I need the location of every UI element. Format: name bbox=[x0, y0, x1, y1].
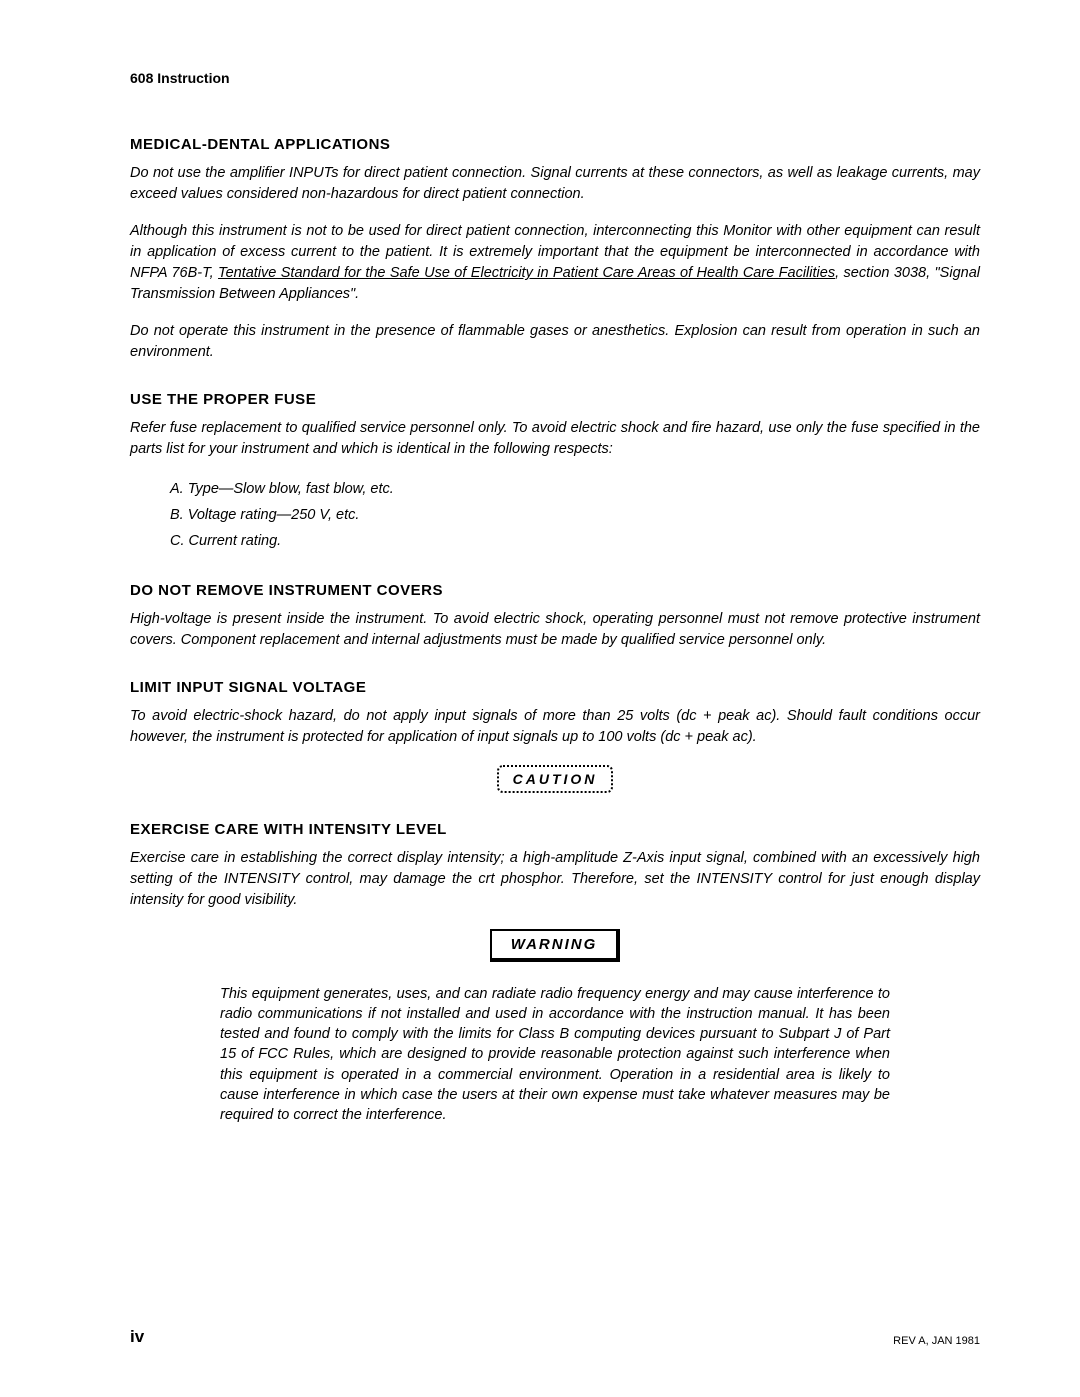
warning-text: This equipment generates, uses, and can … bbox=[220, 984, 890, 1126]
warning-box: WARNING bbox=[490, 929, 620, 962]
doc-header: 608 Instruction bbox=[130, 70, 980, 86]
medical-p1: Do not use the amplifier INPUTs for dire… bbox=[130, 163, 980, 205]
warning-label: WARNING bbox=[490, 929, 620, 962]
caution-box: CAUTION bbox=[485, 765, 625, 793]
page-footer: iv REV A, JAN 1981 bbox=[130, 1327, 980, 1347]
medical-p3: Do not operate this instrument in the pr… bbox=[130, 321, 980, 363]
medical-p2-underline: Tentative Standard for the Safe Use of E… bbox=[218, 265, 835, 281]
medical-p2: Although this instrument is not to be us… bbox=[130, 221, 980, 305]
intensity-p1: Exercise care in establishing the correc… bbox=[130, 848, 980, 911]
revision-info: REV A, JAN 1981 bbox=[893, 1335, 980, 1347]
fuse-item-c: C. Current rating. bbox=[170, 528, 980, 554]
limit-p1: To avoid electric-shock hazard, do not a… bbox=[130, 706, 980, 748]
page-number: iv bbox=[130, 1327, 144, 1347]
heading-limit: LIMIT INPUT SIGNAL VOLTAGE bbox=[130, 679, 980, 696]
fuse-item-a: A. Type—Slow blow, fast blow, etc. bbox=[170, 476, 980, 502]
caution-label: CAUTION bbox=[497, 765, 614, 793]
heading-fuse: USE THE PROPER FUSE bbox=[130, 391, 980, 408]
document-page: 608 Instruction MEDICAL-DENTAL APPLICATI… bbox=[0, 0, 1080, 1397]
fuse-item-b: B. Voltage rating—250 V, etc. bbox=[170, 502, 980, 528]
fuse-p1: Refer fuse replacement to qualified serv… bbox=[130, 418, 980, 460]
heading-medical: MEDICAL-DENTAL APPLICATIONS bbox=[130, 136, 980, 153]
covers-p1: High-voltage is present inside the instr… bbox=[130, 609, 980, 651]
heading-covers: DO NOT REMOVE INSTRUMENT COVERS bbox=[130, 582, 980, 599]
heading-intensity: EXERCISE CARE WITH INTENSITY LEVEL bbox=[130, 821, 980, 838]
fuse-list: A. Type—Slow blow, fast blow, etc. B. Vo… bbox=[170, 476, 980, 554]
